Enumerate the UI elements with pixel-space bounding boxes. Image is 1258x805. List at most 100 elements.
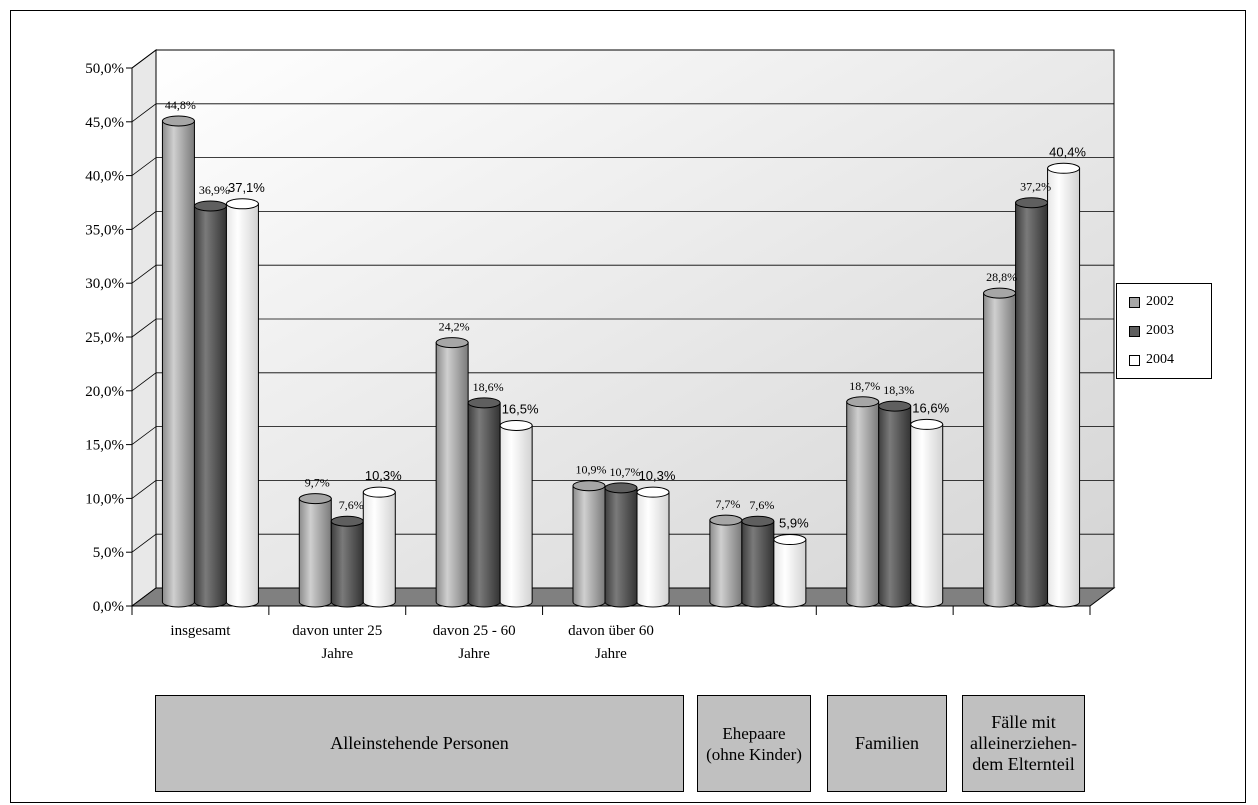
bar-2004	[773, 534, 807, 608]
value-label-2003: 36,9%	[199, 183, 230, 197]
bar-2004	[1047, 162, 1081, 608]
bar-top	[709, 514, 743, 526]
bar-top	[636, 486, 670, 498]
y-tick-label: 15,0%	[85, 438, 124, 454]
value-label-2004: 40,4%	[1049, 144, 1086, 159]
bar-body	[161, 120, 195, 608]
value-label-2002: 9,7%	[305, 476, 330, 490]
value-label-2004: 16,6%	[912, 400, 949, 415]
bar-body	[878, 405, 912, 608]
bar-top	[225, 198, 259, 210]
bar-body	[636, 491, 670, 608]
legend-swatch-2002	[1129, 296, 1140, 308]
value-label-2002: 24,2%	[439, 320, 470, 334]
y-tick-label: 25,0%	[85, 330, 124, 346]
value-label-2004: 37,1%	[228, 180, 265, 195]
bar-body	[193, 205, 227, 608]
legend-label-2004: 2004	[1146, 352, 1174, 367]
bar-2002	[161, 115, 195, 608]
y-tick-label: 10,0%	[85, 491, 124, 507]
value-label-2004: 10,3%	[365, 468, 402, 483]
x-category-label: davon unter 25	[292, 623, 382, 639]
legend-swatch-2003	[1129, 325, 1140, 337]
bar-top	[161, 115, 195, 127]
value-label-2002: 7,7%	[715, 497, 740, 511]
legend: 2002 2003 2004	[1116, 283, 1212, 379]
gridline	[131, 533, 1114, 553]
chart-frame	[10, 10, 1246, 803]
value-label-2004: 5,9%	[779, 516, 809, 531]
bar-body	[330, 520, 364, 608]
y-tick-label: 5,0%	[93, 545, 124, 561]
legend-swatch-2004	[1129, 354, 1140, 366]
x-category-label: Jahre	[321, 646, 353, 662]
y-tick-label: 30,0%	[85, 276, 124, 292]
legend-label-2003: 2003	[1146, 323, 1174, 338]
bar-body	[741, 520, 775, 608]
bar-top	[604, 482, 638, 494]
gridline	[131, 426, 1114, 445]
bar-2004	[225, 198, 259, 608]
x-category-label: davon über 60	[568, 623, 654, 639]
x-axis: insgesamt davon unter 25 Jahre davon 25 - 6…	[131, 605, 1091, 662]
bar-top	[741, 515, 775, 527]
gridline	[131, 103, 1114, 123]
gridline	[131, 479, 1114, 499]
gridline	[131, 49, 1114, 69]
bar-body	[362, 491, 396, 608]
group-box-alleinstehende: Alleinstehende Personen	[155, 695, 684, 792]
bar-top	[572, 480, 606, 492]
value-label-2003: 7,6%	[749, 498, 774, 512]
bar-2003	[1015, 197, 1049, 608]
bar-body	[467, 402, 501, 608]
bar-top	[330, 515, 364, 527]
bar-2004	[362, 486, 396, 608]
legend-label-2002: 2002	[1146, 294, 1174, 309]
value-label-2004: 10,3%	[639, 468, 676, 483]
bar-top	[298, 493, 332, 505]
bar-top	[773, 534, 807, 546]
bar-top	[983, 287, 1017, 299]
value-label-2003: 7,6%	[339, 498, 364, 512]
bar-top	[1047, 162, 1081, 174]
bar-body	[435, 342, 469, 608]
bar-body	[499, 424, 533, 608]
bar-body	[846, 401, 880, 608]
legend-item-2003: 2003	[1129, 321, 1174, 341]
group-box-familien: Familien	[827, 695, 947, 792]
bar-2003	[604, 482, 638, 608]
bar-2003	[467, 397, 501, 608]
y-tick-label: 0,0%	[93, 599, 124, 615]
value-label-2004: 16,5%	[502, 401, 539, 416]
bar-top	[878, 400, 912, 412]
value-label-2002: 18,7%	[849, 379, 880, 393]
bar-top	[362, 486, 396, 498]
bar-2004	[636, 486, 670, 608]
y-tick-label: 45,0%	[85, 115, 124, 131]
gridline	[131, 210, 1114, 230]
value-label-2003: 37,2%	[1020, 180, 1051, 194]
bar-top	[1015, 197, 1049, 209]
bar-body	[604, 487, 638, 608]
bar-2002	[846, 396, 880, 608]
bar-2003	[878, 400, 912, 608]
bar-body	[572, 485, 606, 608]
bar-body	[225, 203, 259, 608]
bar-2002	[709, 514, 743, 608]
bar-body	[1015, 202, 1049, 608]
y-tick-label: 50,0%	[85, 61, 124, 77]
x-category-label: Jahre	[595, 646, 627, 662]
bar-body	[298, 498, 332, 608]
bar-body	[910, 423, 944, 608]
gridline	[131, 372, 1114, 392]
gridline	[131, 264, 1114, 284]
value-label-2002: 44,8%	[165, 98, 196, 112]
bar-top	[846, 396, 880, 408]
y-tick-label: 35,0%	[85, 222, 124, 238]
bar-2003	[330, 515, 364, 608]
value-label-2003: 18,3%	[883, 383, 914, 397]
gridline	[131, 318, 1114, 338]
value-label-2002: 10,9%	[576, 463, 607, 477]
gridline	[131, 157, 1114, 176]
